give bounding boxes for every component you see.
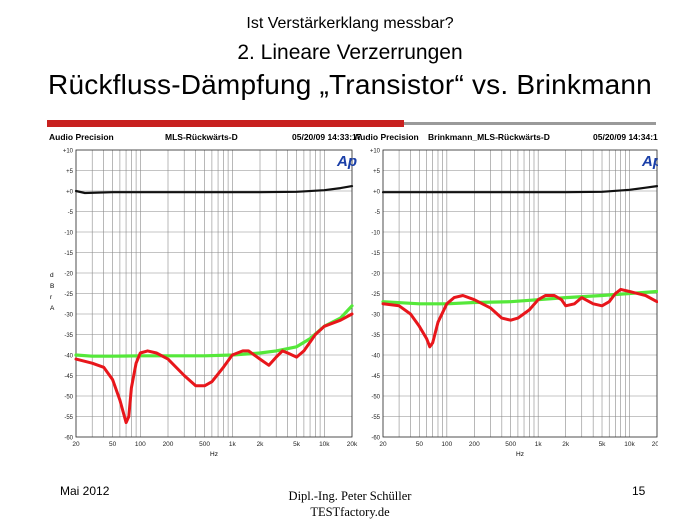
- x-axis-label: Hz: [516, 451, 524, 458]
- footer-company: TESTfactory.de: [310, 505, 390, 519]
- chart-header-left: Audio Precision: [354, 132, 419, 142]
- x-tick-label: 10k: [624, 441, 635, 448]
- y-tick-label: -5: [68, 210, 74, 216]
- x-tick-label: 200: [469, 441, 480, 448]
- ap-logo: Ap: [641, 153, 658, 170]
- series-line-1: [74, 184, 354, 195]
- y-tick-label: -25: [64, 292, 73, 298]
- slide-supertitle: Ist Verstärkerklang messbar?: [246, 15, 454, 32]
- footer-author: Dipl.-Ing. Peter Schüller: [288, 489, 412, 503]
- divider-bar: [404, 122, 656, 125]
- x-tick-label: 20: [72, 441, 80, 448]
- series-line-1: [381, 184, 658, 194]
- y-tick-label: +10: [63, 149, 74, 155]
- y-tick-label: -15: [64, 251, 73, 257]
- slide-title: Rückfluss-Dämpfung „Transistor“ vs. Brin…: [48, 69, 652, 100]
- y-axis-label: d: [50, 272, 54, 279]
- y-tick-label: -55: [64, 415, 73, 421]
- y-tick-label: -45: [64, 374, 73, 380]
- plot-frame: [382, 149, 658, 438]
- chart-header-left: Audio Precision: [49, 132, 114, 142]
- y-tick-label: +10: [370, 149, 381, 155]
- x-tick-label: 500: [505, 441, 516, 448]
- y-tick-label: -40: [371, 354, 380, 360]
- page-number: 15: [632, 484, 646, 498]
- y-tick-label: +0: [66, 190, 74, 196]
- footer-credit: Dipl.-Ing. Peter Schüller TESTfactory.de: [230, 488, 470, 520]
- y-tick-label: -50: [371, 395, 380, 401]
- chart-title: MLS-Rückwärts-D: [165, 132, 238, 142]
- y-axis-label: B: [50, 283, 54, 290]
- chart-panel-2: Audio Precision Brinkmann_MLS-Rückwärts-D…: [354, 132, 658, 458]
- y-tick-label: -45: [371, 374, 380, 380]
- y-tick-label: -30: [64, 313, 73, 319]
- ap-logo: Ap: [336, 153, 357, 170]
- footer-date: Mai 2012: [60, 484, 110, 498]
- y-tick-label: -15: [371, 251, 380, 257]
- charts-area: Audio Precision MLS-Rückwärts-D 05/20/09 1…: [47, 127, 658, 470]
- y-tick-label: -10: [64, 231, 73, 237]
- y-axis-label: A: [50, 305, 55, 312]
- x-tick-label: 20: [379, 441, 387, 448]
- y-tick-label: -20: [371, 272, 380, 278]
- x-tick-label: 1k: [535, 441, 543, 448]
- y-tick-label: -40: [64, 354, 73, 360]
- x-tick-label: 5k: [599, 441, 607, 448]
- series-line-3: [74, 312, 354, 425]
- chart-timestamp: 05/20/09 14:34:10: [593, 132, 658, 142]
- x-tick-label: 200: [163, 441, 174, 448]
- x-tick-label: 10k: [319, 441, 330, 448]
- x-tick-label: 100: [135, 441, 146, 448]
- y-tick-label: -50: [64, 395, 73, 401]
- y-tick-label: +5: [66, 169, 74, 175]
- y-tick-label: -55: [371, 415, 380, 421]
- chart-title: Brinkmann_MLS-Rückwärts-D: [428, 132, 550, 142]
- y-tick-label: -10: [371, 231, 380, 237]
- x-tick-label: 20k: [652, 441, 658, 448]
- y-tick-label: -35: [64, 333, 73, 339]
- x-axis-label: Hz: [210, 451, 218, 458]
- y-tick-label: -5: [375, 210, 381, 216]
- x-tick-label: 500: [199, 441, 210, 448]
- chart-timestamp: 05/20/09 14:33:17: [292, 132, 362, 142]
- x-tick-label: 2k: [257, 441, 265, 448]
- y-tick-label: +0: [373, 190, 381, 196]
- x-tick-label: 100: [441, 441, 452, 448]
- y-axis-label: r: [50, 294, 53, 301]
- plot-frame: [75, 149, 353, 438]
- y-tick-label: -60: [64, 436, 73, 442]
- x-tick-label: 20k: [347, 441, 358, 448]
- series-line-3: [381, 287, 658, 349]
- x-tick-label: 2k: [562, 441, 570, 448]
- accent-bar: [47, 120, 404, 127]
- x-tick-label: 50: [416, 441, 424, 448]
- y-tick-label: -25: [371, 292, 380, 298]
- y-tick-label: +5: [373, 169, 381, 175]
- y-tick-label: -20: [64, 272, 73, 278]
- x-tick-label: 1k: [229, 441, 237, 448]
- y-tick-label: -60: [371, 436, 380, 442]
- y-tick-label: -30: [371, 313, 380, 319]
- chart-panel-1: Audio Precision MLS-Rückwärts-D 05/20/09 1…: [49, 132, 362, 458]
- slide-subtitle: 2. Lineare Verzerrungen: [237, 41, 463, 64]
- x-tick-label: 50: [109, 441, 117, 448]
- x-tick-label: 5k: [293, 441, 301, 448]
- y-tick-label: -35: [371, 333, 380, 339]
